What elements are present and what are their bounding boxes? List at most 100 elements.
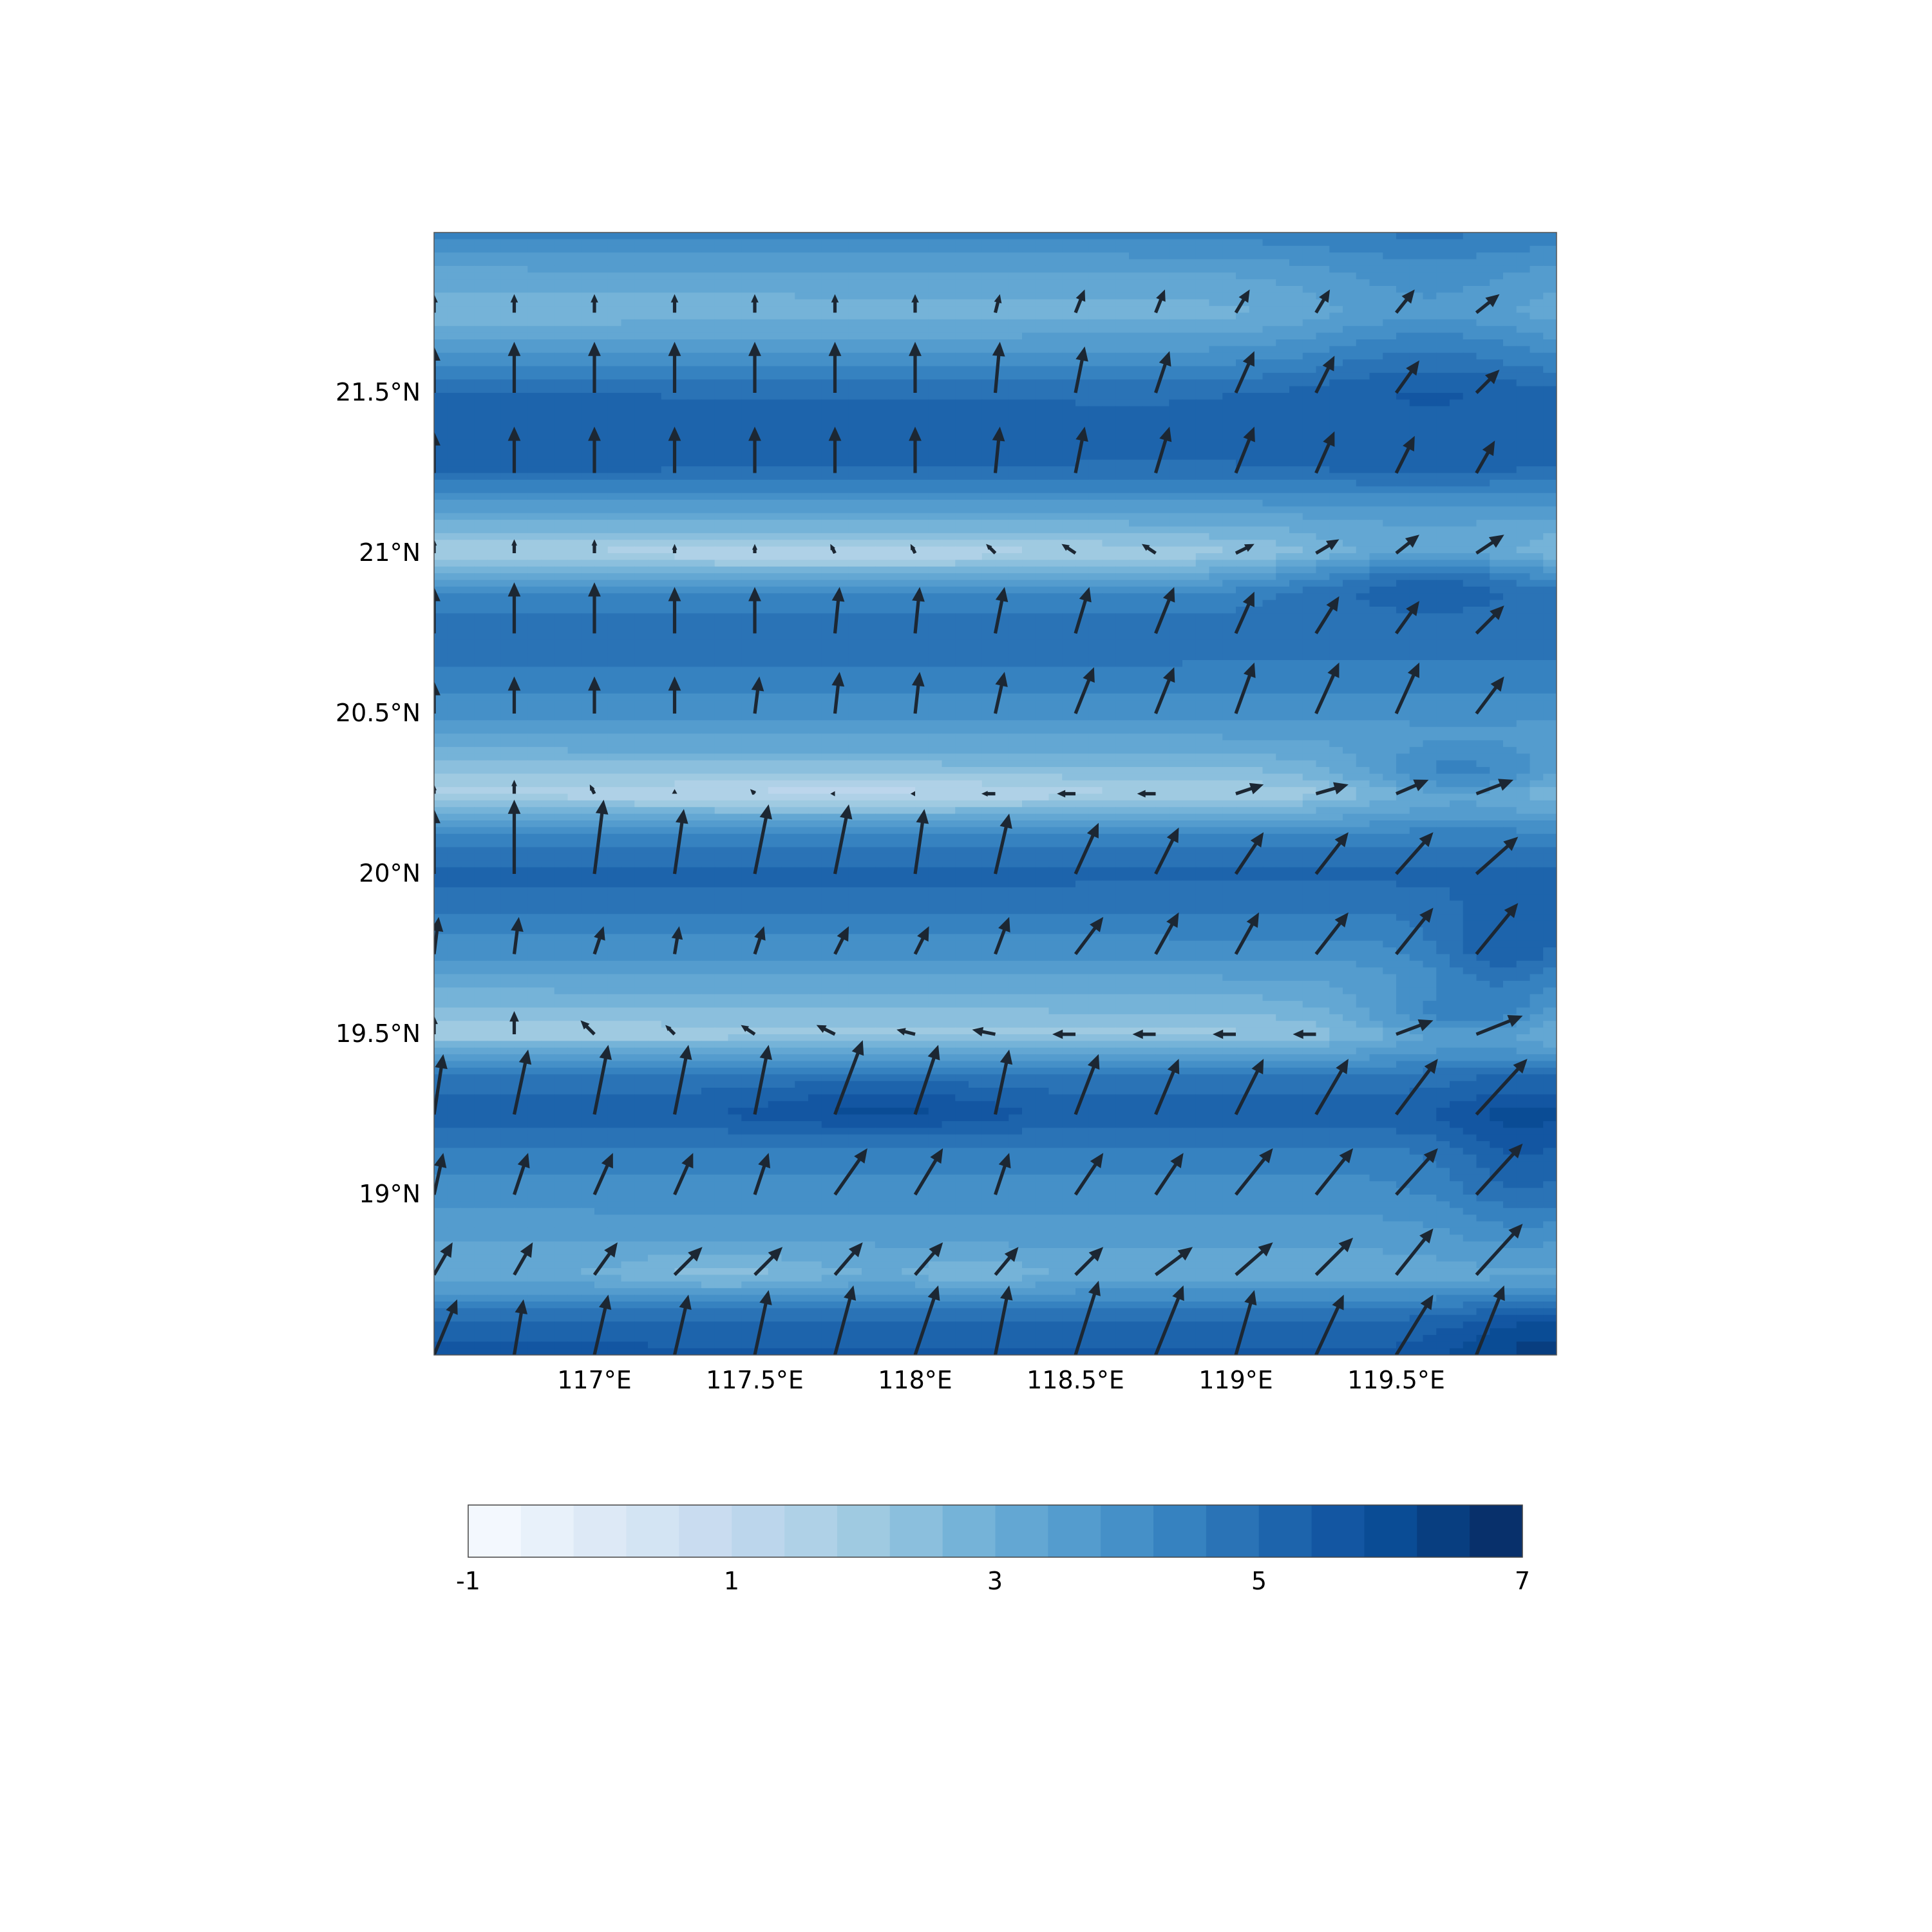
field-cell — [1262, 232, 1276, 240]
field-cell — [1209, 292, 1223, 300]
field-cell — [1048, 520, 1063, 527]
field-cell — [1022, 593, 1036, 601]
field-cell — [1155, 580, 1170, 587]
field-cell — [1396, 413, 1410, 421]
field-cell — [955, 546, 969, 554]
field-cell — [821, 613, 836, 621]
field-cell — [648, 359, 662, 367]
field-cell — [875, 479, 889, 487]
field-cell — [741, 613, 755, 621]
field-cell — [1169, 540, 1183, 547]
field-cell — [500, 286, 515, 293]
field-cell — [447, 272, 462, 280]
field-cell — [1302, 292, 1317, 300]
field-cell — [1262, 433, 1276, 440]
field-cell — [541, 239, 555, 247]
field-cell — [728, 306, 742, 314]
field-cell — [1169, 332, 1183, 340]
field-cell — [447, 520, 462, 527]
field-cell — [928, 566, 943, 574]
field-cell — [1503, 286, 1517, 293]
field-cell — [514, 459, 528, 467]
field-cell — [1276, 573, 1290, 581]
field-cell — [781, 413, 795, 421]
field-cell — [848, 306, 862, 314]
field-cell — [862, 526, 876, 534]
field-cell — [434, 413, 448, 421]
field-cell — [942, 399, 956, 407]
field-cell — [701, 259, 715, 267]
field-cell — [1423, 546, 1437, 554]
field-cell — [1423, 312, 1437, 320]
field-cell — [1222, 306, 1236, 314]
field-cell — [1543, 586, 1557, 594]
field-cell — [1356, 406, 1370, 413]
field-cell — [755, 526, 769, 534]
field-cell — [1343, 439, 1357, 447]
field-cell — [648, 366, 662, 374]
field-cell — [888, 352, 902, 360]
field-cell — [1329, 439, 1343, 447]
field-cell — [755, 393, 769, 400]
field-cell — [1409, 292, 1424, 300]
field-cell — [955, 506, 969, 514]
field-cell — [1409, 506, 1424, 514]
field-cell — [1356, 439, 1370, 447]
field-cell — [1022, 439, 1036, 447]
field-cell — [1022, 272, 1036, 280]
field-cell — [1102, 566, 1116, 574]
field-cell — [795, 272, 809, 280]
field-cell — [688, 540, 702, 547]
field-cell — [1236, 553, 1250, 560]
field-cell — [1236, 319, 1250, 327]
field-cell — [848, 419, 862, 427]
field-cell — [1423, 272, 1437, 280]
field-cell — [447, 533, 462, 540]
field-cell — [581, 419, 595, 427]
field-cell — [581, 546, 595, 554]
field-cell — [1182, 473, 1197, 480]
field-cell — [1155, 560, 1170, 567]
field-cell — [527, 265, 542, 273]
field-cell — [1516, 600, 1531, 607]
field-cell — [474, 393, 488, 400]
field-cell — [527, 620, 542, 627]
field-cell — [741, 627, 755, 634]
field-cell — [594, 533, 609, 540]
field-cell — [1115, 346, 1130, 354]
field-cell — [1222, 473, 1236, 480]
field-cell — [648, 312, 662, 320]
field-cell — [741, 286, 755, 293]
field-cell — [1329, 299, 1343, 307]
field-cell — [728, 593, 742, 601]
field-cell — [1249, 413, 1264, 421]
field-cell — [862, 239, 876, 247]
field-cell — [835, 265, 849, 273]
field-cell — [1062, 466, 1076, 474]
field-cell — [1463, 352, 1477, 360]
field-cell — [1276, 292, 1290, 300]
field-cell — [1262, 453, 1276, 460]
field-cell — [1035, 245, 1050, 253]
field-cell — [714, 292, 729, 300]
field-cell — [1195, 259, 1210, 267]
field-cell — [594, 586, 609, 594]
field-cell — [1088, 593, 1103, 601]
field-cell — [1476, 479, 1490, 487]
field-cell — [1369, 607, 1383, 614]
field-cell — [1316, 479, 1330, 487]
field-cell — [1262, 513, 1276, 520]
field-cell — [1316, 513, 1330, 520]
field-cell — [1222, 326, 1236, 334]
field-cell — [1182, 292, 1197, 300]
field-cell — [915, 386, 929, 393]
field-cell — [728, 446, 742, 453]
field-cell — [460, 326, 475, 334]
field-cell — [795, 446, 809, 453]
field-cell — [460, 372, 475, 380]
field-cell — [955, 399, 969, 407]
field-cell — [1262, 252, 1276, 260]
field-cell — [1209, 459, 1223, 467]
field-cell — [447, 580, 462, 587]
field-cell — [915, 379, 929, 387]
